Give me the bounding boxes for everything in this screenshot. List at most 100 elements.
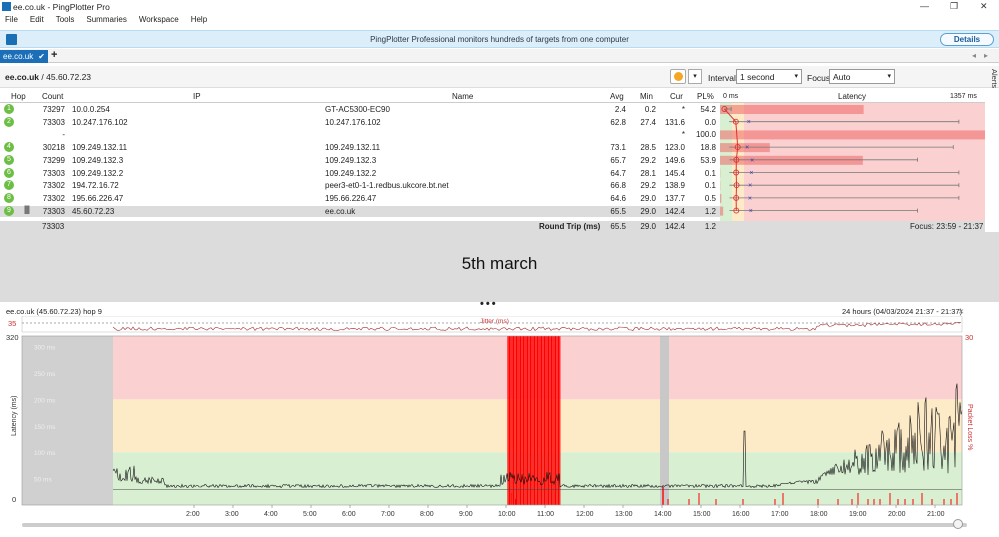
summary-label: Round Trip (ms) (539, 222, 601, 231)
minimize-button[interactable]: — (920, 1, 929, 11)
hop-avg: 65.7 (610, 155, 626, 165)
x-tick-label: 18:00 (810, 511, 828, 518)
hop-name: 109.249.132.2 (325, 168, 377, 178)
hop-ip: 109.249.132.11 (72, 143, 128, 153)
summary-focus: Focus: 23:59 - 21:37 (910, 222, 984, 231)
time-scroll-track[interactable] (22, 523, 967, 527)
hop-avg: 2.4 (614, 105, 626, 114)
col-latency[interactable]: Latency (838, 92, 867, 101)
menu-edit[interactable]: Edit (29, 15, 44, 24)
hop-cur: 137.7 (664, 193, 685, 203)
table-row[interactable]: 8 73302 195.66.226.47 195.66.226.47 64.6 29.0… (0, 192, 985, 204)
close-graph-icon[interactable]: ✕ (958, 307, 965, 316)
target-host: ee.co.uk (5, 72, 40, 82)
table-row[interactable]: 1 73297 10.0.0.254 GT-AC5300-EC90 2.4 0.2 * 54.… (0, 104, 985, 115)
x-tick-label: 7:00 (381, 511, 395, 518)
packet-loss-bar (720, 193, 722, 203)
col-ip[interactable]: IP (193, 92, 201, 101)
summary-count: 73303 (42, 222, 65, 231)
hop-pl: 1.2 (704, 206, 716, 216)
hop-avg: 65.5 (610, 206, 626, 216)
col-pl[interactable]: PL% (697, 92, 714, 101)
scroll-tabs-right-icon[interactable]: ▸ (984, 51, 989, 60)
tab-bar: ee.co.uk ✔ + ◂ ▸ (0, 49, 999, 63)
menu-workspace[interactable]: Workspace (138, 15, 179, 24)
hop-name: 10.247.176.102 (325, 117, 381, 127)
graph-toggle-icon[interactable]: ▐▌ (22, 206, 32, 214)
chevron-down-icon: ▾ (887, 73, 891, 80)
hop-pl: 0.1 (704, 181, 716, 191)
menu-summaries[interactable]: Summaries (86, 15, 127, 24)
x-tick-label: 4:00 (264, 511, 278, 518)
packet-loss-bar (720, 105, 864, 114)
details-button[interactable]: Details (940, 33, 994, 46)
pause-button[interactable] (670, 69, 686, 84)
round-trip-summary: 73303 Round Trip (ms) 65.5 29.0 142.4 1.… (0, 221, 985, 232)
hop-avg: 73.1 (610, 143, 626, 153)
pause-icon (674, 72, 683, 81)
y-axis-label: Latency (ms) (11, 396, 18, 436)
hop-number-badge: 6 (4, 167, 14, 178)
add-tab-button[interactable]: + (51, 49, 58, 61)
col-name[interactable]: Name (452, 92, 474, 101)
time-scroll-thumb[interactable] (953, 519, 963, 529)
table-row[interactable]: 2 73303 10.247.176.102 10.247.176.102 62.8 27… (0, 116, 985, 128)
table-row[interactable]: 4 30218 109.249.132.11 109.249.132.11 73.1 28… (0, 142, 985, 153)
band-label: 250 ms (34, 371, 56, 378)
hop-cur: * (681, 105, 685, 114)
target-ip: / 45.60.72.23 (41, 72, 92, 82)
menu-help[interactable]: Help (190, 15, 208, 24)
table-row[interactable]: - * 100.0 (0, 129, 985, 140)
col-count[interactable]: Count (42, 92, 64, 101)
table-row[interactable]: 6 73303 109.249.132.2 109.249.132.2 64.7 28.1… (0, 167, 985, 179)
x-tick-label: 15:00 (693, 511, 711, 518)
hop-min: 29.2 (640, 181, 656, 191)
hop-name: 109.249.132.11 (325, 143, 381, 153)
hop-min: 28.1 (640, 168, 656, 178)
hop-ip: 45.60.72.23 (72, 206, 115, 216)
hop-number-badge: 9 (4, 205, 14, 216)
table-row[interactable]: 5 73299 109.249.132.3 109.249.132.3 65.7 29.2… (0, 154, 985, 166)
banner-message: PingPlotter Professional monitors hundre… (370, 35, 629, 44)
menu-tools[interactable]: Tools (55, 15, 75, 24)
hop-count: 73299 (42, 155, 65, 165)
pl-axis-label: Packet Loss % (966, 404, 973, 450)
scroll-tabs-left-icon[interactable]: ◂ (972, 51, 977, 60)
col-avg[interactable]: Avg (610, 92, 624, 101)
interval-value: 1 second (740, 72, 775, 82)
close-button[interactable]: ✕ (980, 1, 988, 11)
tab-ee-co-uk[interactable]: ee.co.uk ✔ (0, 50, 48, 63)
interval-select[interactable]: 1 second ▾ (736, 69, 802, 84)
latency-scale-max: 1357 ms (950, 93, 977, 100)
hop-number-badge: 8 (4, 192, 14, 203)
band-label: 300 ms (34, 345, 56, 352)
x-tick-label: 19:00 (849, 511, 867, 518)
hop-pl: 18.8 (700, 143, 716, 153)
hop-min: 27.4 (640, 117, 656, 127)
x-tick-label: 8:00 (420, 511, 434, 518)
graph-timespan[interactable]: 24 hours (04/03/2024 21:37 - 21:37) (842, 307, 963, 316)
menu-file[interactable]: File (5, 15, 18, 24)
notes-area[interactable]: 5th march (0, 232, 999, 302)
col-min[interactable]: Min (640, 92, 653, 101)
hop-min: 28.5 (640, 143, 656, 153)
focus-select[interactable]: Auto ▾ (829, 69, 895, 84)
hop-count: 30218 (42, 143, 65, 153)
packet-loss-bar (720, 155, 863, 165)
hop-avg: 66.8 (610, 181, 626, 191)
latency-avg-marker (721, 106, 728, 112)
table-row[interactable]: 9 73303 45.60.72.23 ee.co.uk 65.5 29.0 142.4 1.… (0, 205, 985, 217)
table-row[interactable]: 7 73302 194.72.16.72 peer3-et0-1-1.redbus.u… (0, 180, 985, 191)
alerts-panel-tab[interactable]: Alerts (990, 69, 999, 89)
col-hop[interactable]: Hop (11, 92, 26, 101)
col-cur[interactable]: Cur (670, 92, 683, 101)
summary-cur: 142.4 (664, 222, 685, 231)
hop-ip: 194.72.16.72 (72, 181, 119, 191)
hop-name: peer3-et0-1-1.redbus.ukcore.bt.net (325, 181, 449, 191)
maximize-button[interactable]: ❐ (950, 1, 959, 11)
pause-dropdown-button[interactable]: ▾ (688, 69, 702, 84)
latency-scale-min: 0 ms (723, 93, 739, 100)
graph-header: ee.co.uk (45.60.72.23) hop 9 24 hours (0… (0, 305, 999, 317)
x-tick-label: 21:00 (927, 511, 945, 518)
x-tick-label: 13:00 (615, 511, 633, 518)
